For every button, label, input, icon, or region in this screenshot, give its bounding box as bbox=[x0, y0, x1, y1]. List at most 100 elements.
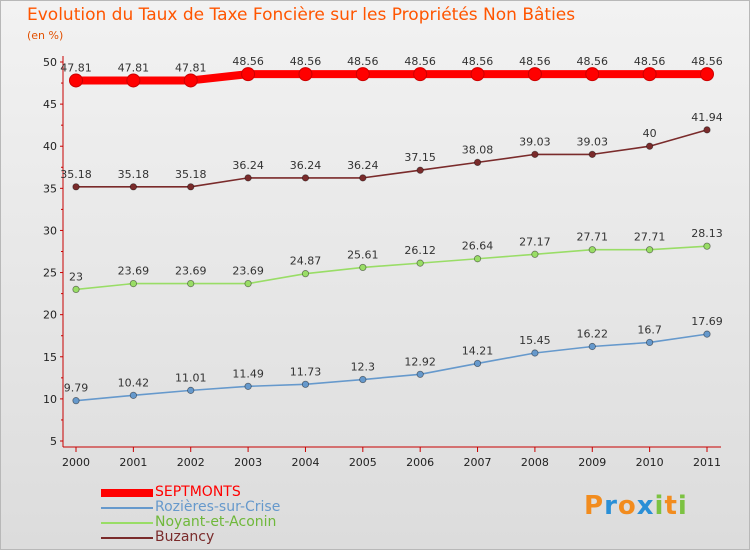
data-point bbox=[642, 67, 657, 82]
data-point bbox=[588, 150, 596, 158]
logo-letter: x bbox=[636, 491, 655, 521]
data-point bbox=[301, 270, 310, 278]
data-point bbox=[646, 142, 654, 150]
x-tick-label: 2001 bbox=[119, 456, 147, 469]
y-axis-unit: (en %) bbox=[27, 29, 64, 42]
data-point bbox=[473, 158, 482, 166]
data-label: 26.64 bbox=[462, 240, 494, 253]
data-point bbox=[531, 250, 539, 258]
legend-swatch bbox=[101, 507, 153, 509]
data-point bbox=[72, 183, 80, 191]
data-point bbox=[703, 126, 711, 134]
data-point bbox=[298, 67, 313, 82]
data-point bbox=[187, 279, 195, 288]
legend-swatch bbox=[101, 489, 153, 497]
data-label: 48.56 bbox=[347, 55, 379, 68]
data-point bbox=[531, 349, 539, 357]
data-label: 35.18 bbox=[60, 168, 92, 181]
data-label: 11.01 bbox=[175, 371, 207, 384]
data-labels: 9.79 10.42 11.01 11.49 11.73 12.3 12.92 14.21 15… bbox=[60, 55, 723, 395]
logo-letter: P bbox=[584, 491, 605, 521]
data-label: 48.56 bbox=[577, 55, 609, 68]
series-lines bbox=[69, 67, 714, 405]
x-tick-label: 2010 bbox=[636, 456, 664, 469]
data-point bbox=[129, 183, 137, 191]
data-point bbox=[588, 342, 596, 351]
data-label: 10.42 bbox=[118, 376, 150, 389]
data-point bbox=[646, 338, 654, 347]
data-point bbox=[301, 174, 310, 182]
data-label: 41.94 bbox=[691, 111, 723, 124]
data-label: 38.08 bbox=[462, 143, 494, 156]
series-line bbox=[76, 129, 708, 188]
logo-letter: o bbox=[617, 491, 637, 521]
data-point bbox=[588, 246, 596, 254]
data-point bbox=[359, 375, 367, 384]
logo-letter: t bbox=[664, 491, 678, 521]
data-point bbox=[413, 67, 428, 82]
data-label: 48.56 bbox=[404, 55, 436, 68]
data-point bbox=[72, 397, 80, 405]
x-tick-label: 2009 bbox=[578, 456, 606, 469]
y-tick-label: 20 bbox=[43, 309, 57, 322]
data-point bbox=[187, 183, 195, 191]
series-line bbox=[75, 245, 708, 291]
data-point bbox=[183, 73, 198, 88]
data-label: 35.18 bbox=[175, 168, 207, 181]
data-point bbox=[703, 242, 711, 250]
chart-title: Evolution du Taux de Taxe Foncière sur l… bbox=[27, 5, 576, 25]
data-point bbox=[241, 67, 256, 82]
data-label: 23.69 bbox=[232, 265, 264, 278]
x-tick-label: 2002 bbox=[177, 456, 205, 469]
data-label: 40 bbox=[643, 127, 657, 140]
series-line bbox=[76, 70, 707, 85]
data-point bbox=[244, 279, 252, 288]
axes: 5 10 15 20 25 30 35 40 45 50 2000 2001 2002 2003 2004 2… bbox=[43, 56, 721, 469]
data-point bbox=[244, 382, 252, 390]
data-label: 12.92 bbox=[404, 355, 436, 368]
data-label: 47.81 bbox=[118, 61, 150, 74]
data-label: 27.71 bbox=[577, 231, 609, 244]
data-label: 15.45 bbox=[519, 334, 551, 347]
legend-swatch bbox=[101, 522, 153, 524]
data-point bbox=[473, 255, 482, 263]
data-point bbox=[416, 370, 424, 378]
y-tick-label: 25 bbox=[43, 267, 57, 280]
data-label: 47.81 bbox=[60, 61, 92, 74]
data-point bbox=[470, 67, 485, 82]
x-tick-label: 2000 bbox=[62, 456, 90, 469]
data-label: 28.13 bbox=[691, 227, 723, 240]
data-point bbox=[355, 67, 370, 82]
data-label: 48.56 bbox=[462, 55, 494, 68]
data-label: 23.69 bbox=[118, 265, 150, 278]
data-label: 24.87 bbox=[290, 255, 322, 268]
data-label: 47.81 bbox=[175, 61, 207, 74]
data-label: 48.56 bbox=[691, 55, 723, 68]
data-point bbox=[531, 150, 539, 158]
data-point bbox=[129, 391, 137, 399]
data-label: 27.17 bbox=[519, 235, 551, 248]
data-label: 12.3 bbox=[351, 361, 376, 374]
y-tick-label: 50 bbox=[43, 56, 57, 69]
series-line bbox=[75, 333, 708, 402]
data-point bbox=[416, 166, 424, 174]
data-label: 9.79 bbox=[64, 382, 89, 395]
data-point bbox=[527, 67, 542, 82]
data-label: 17.69 bbox=[691, 315, 723, 328]
data-label: 36.24 bbox=[290, 159, 322, 172]
data-label: 25.61 bbox=[347, 248, 379, 261]
data-label: 39.03 bbox=[577, 135, 609, 148]
y-tick-label: 10 bbox=[43, 393, 57, 406]
data-label: 23.69 bbox=[175, 265, 207, 278]
data-label: 27.71 bbox=[634, 231, 666, 244]
data-point bbox=[359, 174, 367, 182]
data-label: 37.15 bbox=[404, 151, 436, 164]
x-tick-label: 2006 bbox=[406, 456, 434, 469]
x-tick-label: 2011 bbox=[693, 456, 721, 469]
legend-swatch bbox=[101, 537, 153, 539]
data-point bbox=[244, 174, 252, 182]
data-label: 11.49 bbox=[232, 367, 264, 380]
legend-label: Noyant-et-Aconin bbox=[155, 514, 277, 530]
